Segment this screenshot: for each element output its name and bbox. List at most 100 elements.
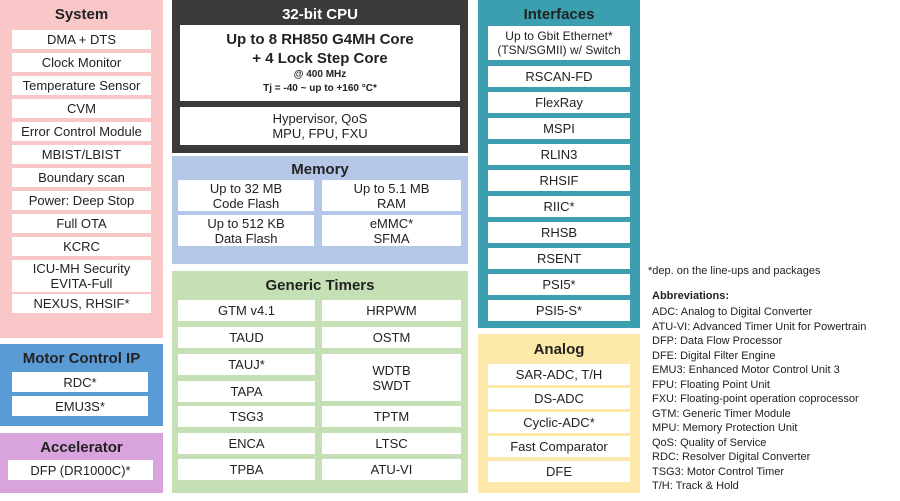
timer-taud: TAUD [178, 327, 315, 348]
system-item-cvm: CVM [12, 99, 151, 118]
memory-ram: Up to 5.1 MB RAM [322, 180, 461, 211]
ethernet-line1: Up to Gbit Ethernet* [505, 29, 613, 43]
abbr-rdc: RDC: Resolver Digital Converter [652, 451, 811, 463]
analog-fast-comparator: Fast Comparator [488, 436, 630, 457]
abbr-fpu: FPU: Floating Point Unit [652, 379, 770, 391]
cpu-core-line2: + 4 Lock Step Core [252, 50, 388, 67]
timer-gtm: GTM v4.1 [178, 300, 315, 321]
analog-panel: Analog SAR-ADC, T/H DS-ADC Cyclic-ADC* F… [478, 334, 640, 493]
emmc-label: eMMC* [369, 215, 414, 231]
system-item-kcrc: KCRC [12, 237, 151, 256]
system-item-icu-security: ICU-MH Security EVITA-Full [12, 260, 151, 292]
system-item-temperature-sensor: Temperature Sensor [12, 76, 151, 95]
code-flash-size: Up to 32 MB [209, 180, 283, 196]
analog-cyclic-adc: Cyclic-ADC* [488, 412, 630, 433]
ram-label: RAM [377, 195, 406, 211]
abbr-tsg3: TSG3: Motor Control Timer [652, 466, 785, 478]
memory-panel: Memory Up to 32 MB Code Flash Up to 5.1 … [172, 156, 468, 264]
abbr-fxu: FXU: Floating-point operation coprocesso… [652, 393, 859, 405]
accelerator-panel: Accelerator DFP (DR1000C)* [0, 433, 163, 493]
interface-psi5: PSI5* [488, 274, 630, 295]
system-panel: System DMA + DTS Clock Monitor Temperatu… [0, 0, 163, 338]
abbr-mpu: MPU: Memory Protection Unit [652, 422, 798, 434]
cpu-title: 32-bit CPU [282, 6, 358, 23]
cpu-panel: 32-bit CPU Up to 8 RH850 G4MH Core + 4 L… [172, 0, 468, 153]
system-item-error-control: Error Control Module [12, 122, 151, 141]
interface-rscan-fd: RSCAN-FD [488, 66, 630, 87]
timer-ltsc: LTSC [322, 433, 461, 454]
cpu-core-box: Up to 8 RH850 G4MH Core + 4 Lock Step Co… [180, 25, 460, 101]
abbr-atu-vi: ATU-VI: Advanced Timer Unit for Powertra… [652, 321, 867, 333]
accelerator-item-dfp: DFP (DR1000C)* [8, 460, 153, 480]
memory-data-flash: Up to 512 KB Data Flash [178, 215, 314, 246]
abbr-qos: QoS: Quality of Service [652, 437, 767, 449]
timer-ostm: OSTM [322, 327, 461, 348]
memory-code-flash: Up to 32 MB Code Flash [178, 180, 314, 211]
timer-wdtb-swdt: WDTB SWDT [322, 354, 461, 401]
analog-dfe: DFE [488, 461, 630, 482]
abbr-th: T/H: Track & Hold [652, 480, 739, 492]
timers-panel: Generic Timers GTM v4.1 TAUD TAUJ* TAPA … [172, 271, 468, 493]
memory-emmc: eMMC* SFMA [322, 215, 461, 246]
interface-mspi: MSPI [488, 118, 630, 139]
cpu-hypervisor-line2: MPU, FPU, FXU [272, 126, 368, 141]
abbr-emu3: EMU3: Enhanced Motor Control Unit 3 [652, 364, 840, 376]
ethernet-line2: (TSN/SGMII) w/ Switch [497, 43, 621, 57]
analog-ds-adc: DS-ADC [488, 388, 630, 409]
cpu-temperature: Tj = -40 ~ up to +160 °C* [263, 83, 377, 94]
abbr-dfp: DFP: Data Flow Processor [652, 335, 783, 347]
abbr-adc: ADC: Analog to Digital Converter [652, 306, 813, 318]
abbr-gtm: GTM: Generic Timer Module [652, 408, 791, 420]
timers-title: Generic Timers [265, 277, 375, 294]
cpu-hypervisor-box: Hypervisor, QoS MPU, FPU, FXU [180, 107, 460, 145]
timer-tptm: TPTM [322, 406, 461, 427]
accelerator-title: Accelerator [40, 439, 123, 456]
timer-swdt: SWDT [372, 377, 411, 393]
system-item-mbist: MBIST/LBIST [12, 145, 151, 164]
interfaces-panel: Interfaces Up to Gbit Ethernet* (TSN/SGM… [478, 0, 640, 328]
timer-tsg3: TSG3 [178, 406, 315, 427]
cpu-core-line1: Up to 8 RH850 G4MH Core [226, 31, 414, 48]
timer-enca: ENCA [178, 433, 315, 454]
abbr-dfe: DFE: Digital Filter Engine [652, 350, 776, 362]
system-item-power: Power: Deep Stop [12, 191, 151, 210]
timer-hrpwm: HRPWM [322, 300, 461, 321]
system-item-full-ota: Full OTA [12, 214, 151, 233]
interface-psi5-s: PSI5-S* [488, 300, 630, 321]
system-item-boundary-scan: Boundary scan [12, 168, 151, 187]
icu-security-line2: EVITA-Full [50, 276, 113, 291]
system-item-nexus: NEXUS, RHSIF* [12, 294, 151, 313]
lineup-note: *dep. on the line-ups and packages [648, 265, 821, 277]
timer-tauj: TAUJ* [178, 354, 315, 375]
interface-rlin3: RLIN3 [488, 144, 630, 165]
cpu-frequency: @ 400 MHz [293, 69, 347, 80]
analog-sar-adc: SAR-ADC, T/H [488, 364, 630, 385]
interfaces-title: Interfaces [523, 6, 595, 23]
motor-title: Motor Control IP [22, 350, 141, 367]
interface-rhsif: RHSIF [488, 170, 630, 191]
data-flash-size: Up to 512 KB [207, 215, 285, 231]
timer-tpba: TPBA [178, 459, 315, 480]
icu-security-line1: ICU-MH Security [32, 261, 131, 276]
timer-atu-vi: ATU-VI [322, 459, 461, 480]
interface-rsent: RSENT [488, 248, 630, 269]
code-flash-label: Code Flash [212, 195, 280, 211]
timer-tapa: TAPA [178, 381, 315, 402]
interface-ethernet: Up to Gbit Ethernet* (TSN/SGMII) w/ Swit… [488, 26, 630, 60]
memory-title: Memory [291, 161, 349, 178]
motor-item-emu3s: EMU3S* [12, 396, 148, 416]
data-flash-label: Data Flash [214, 230, 278, 246]
motor-panel: Motor Control IP RDC* EMU3S* [0, 344, 163, 426]
system-item-dma: DMA + DTS [12, 30, 151, 49]
system-title: System [54, 6, 109, 23]
analog-title: Analog [533, 341, 585, 358]
interface-flexray: FlexRay [488, 92, 630, 113]
abbreviations-title: Abbreviations: [652, 290, 730, 302]
motor-item-rdc: RDC* [12, 372, 148, 392]
timer-wdtb: WDTB [372, 362, 411, 378]
system-item-clock-monitor: Clock Monitor [12, 53, 151, 72]
ram-size: Up to 5.1 MB [353, 180, 430, 196]
cpu-hypervisor-line1: Hypervisor, QoS [272, 111, 368, 126]
interface-rhsb: RHSB [488, 222, 630, 243]
sfma-label: SFMA [373, 230, 410, 246]
